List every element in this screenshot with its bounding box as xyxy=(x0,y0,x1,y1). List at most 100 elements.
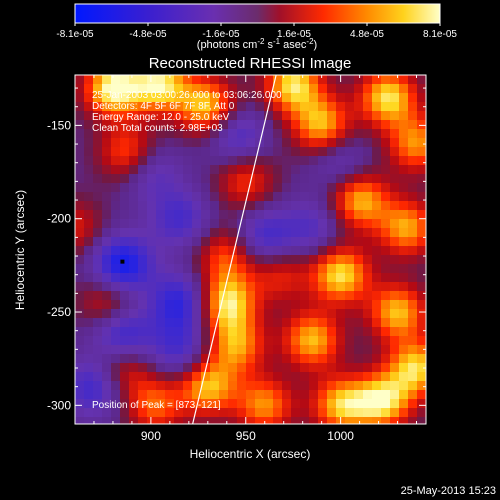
heatmap-cell xyxy=(192,291,202,301)
heatmap-cell xyxy=(381,156,391,166)
heatmap-cell xyxy=(255,147,265,157)
heatmap-cell xyxy=(102,183,112,193)
heatmap-cell xyxy=(372,201,382,211)
heatmap-cell xyxy=(363,327,373,337)
heatmap-cell xyxy=(381,129,391,139)
heatmap-cell xyxy=(363,120,373,130)
heatmap-cell xyxy=(255,129,265,139)
heatmap-cell xyxy=(255,417,265,424)
heatmap-cell xyxy=(147,192,157,202)
heatmap-cell xyxy=(309,102,319,112)
heatmap-cell xyxy=(399,138,409,148)
heatmap-cell xyxy=(273,165,283,175)
heatmap-cell xyxy=(291,264,301,274)
heatmap-cell xyxy=(264,210,274,220)
heatmap-cell xyxy=(201,183,211,193)
heatmap-cell xyxy=(408,192,418,202)
heatmap-cell xyxy=(282,120,292,130)
heatmap-cell xyxy=(399,192,409,202)
heatmap-cell xyxy=(183,210,193,220)
heatmap-cell xyxy=(183,120,193,130)
heatmap-cell xyxy=(345,282,355,292)
heatmap-cell xyxy=(165,84,175,94)
heatmap-cell xyxy=(138,201,148,211)
heatmap-cell xyxy=(264,264,274,274)
heatmap-cell xyxy=(228,336,238,346)
heatmap-cell xyxy=(264,138,274,148)
heatmap-cell xyxy=(408,363,418,373)
heatmap-cell xyxy=(246,237,256,247)
heatmap-cell xyxy=(327,282,337,292)
heatmap-cell xyxy=(84,138,94,148)
heatmap-cell xyxy=(309,300,319,310)
heatmap-cell xyxy=(327,273,337,283)
heatmap-cell xyxy=(408,372,418,382)
heatmap-cell xyxy=(264,156,274,166)
heatmap-cell xyxy=(336,390,346,400)
heatmap-cell xyxy=(237,84,247,94)
heatmap-cell xyxy=(354,372,364,382)
heatmap-cell xyxy=(129,147,139,157)
heatmap-cell xyxy=(291,309,301,319)
heatmap-cell xyxy=(192,255,202,265)
heatmap-cell xyxy=(255,201,265,211)
heatmap-cell xyxy=(210,363,220,373)
heatmap-cell xyxy=(138,84,148,94)
heatmap-cell xyxy=(201,102,211,112)
heatmap-cell xyxy=(273,345,283,355)
heatmap-cell xyxy=(291,336,301,346)
heatmap-cell xyxy=(309,138,319,148)
heatmap-cell xyxy=(102,219,112,229)
heatmap-cell xyxy=(291,345,301,355)
heatmap-cell xyxy=(237,363,247,373)
heatmap-cell xyxy=(318,219,328,229)
heatmap-cell xyxy=(318,129,328,139)
heatmap-cell xyxy=(237,147,247,157)
heatmap-cell xyxy=(201,75,211,85)
heatmap-cell xyxy=(372,183,382,193)
heatmap-cell xyxy=(273,408,283,418)
heatmap-cell xyxy=(327,192,337,202)
heatmap-cell xyxy=(255,291,265,301)
heatmap-cell xyxy=(93,381,103,391)
heatmap-cell xyxy=(399,336,409,346)
heatmap-cell xyxy=(75,174,85,184)
heatmap-cell xyxy=(102,381,112,391)
heatmap-cell xyxy=(102,237,112,247)
heatmap-cell xyxy=(165,255,175,265)
heatmap-cell xyxy=(381,354,391,364)
heatmap-cell xyxy=(273,273,283,283)
heatmap-cell xyxy=(363,219,373,229)
heatmap-cell xyxy=(363,111,373,121)
heatmap-cell xyxy=(354,390,364,400)
heatmap-cell xyxy=(174,147,184,157)
heatmap-cell xyxy=(237,318,247,328)
heatmap-cell xyxy=(174,336,184,346)
heatmap-cell xyxy=(318,336,328,346)
heatmap-cell xyxy=(327,93,337,103)
heatmap-cell xyxy=(309,372,319,382)
heatmap-cell xyxy=(165,390,175,400)
heatmap-cell xyxy=(354,192,364,202)
heatmap-cell xyxy=(129,165,139,175)
heatmap-cell xyxy=(156,129,166,139)
heatmap-cell xyxy=(291,165,301,175)
heatmap-cell xyxy=(246,219,256,229)
heatmap-cell xyxy=(75,147,85,157)
heatmap-cell xyxy=(210,336,220,346)
heatmap-cell xyxy=(354,255,364,265)
heatmap-cell xyxy=(120,417,130,424)
heatmap-cell xyxy=(399,210,409,220)
heatmap-cell xyxy=(219,201,229,211)
heatmap-cell xyxy=(282,390,292,400)
heatmap-cell xyxy=(237,273,247,283)
heatmap-cell xyxy=(120,147,130,157)
heatmap-cell xyxy=(237,120,247,130)
heatmap-cell xyxy=(345,165,355,175)
heatmap-cell xyxy=(309,75,319,85)
heatmap-cell xyxy=(381,174,391,184)
heatmap-cell xyxy=(390,291,400,301)
heatmap-cell xyxy=(363,255,373,265)
colorbar-ticks xyxy=(74,23,441,26)
